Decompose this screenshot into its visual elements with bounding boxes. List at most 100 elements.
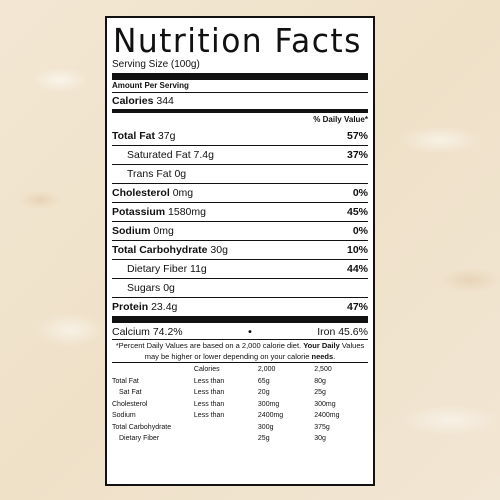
- table-row: Cholesterol Less than 300mg 300mg: [112, 399, 368, 411]
- label-title: Nutrition Facts: [113, 24, 355, 58]
- nutrient-row: Saturated Fat 7.4g 37%: [112, 145, 368, 164]
- iron-value: Iron 45.6%: [317, 325, 368, 339]
- nutrient-row: Cholesterol 0mg 0%: [112, 183, 368, 202]
- table-cell: 25g: [314, 387, 368, 399]
- daily-value-table: Calories 2,000 2,500 Total Fat Less than 65g 8…: [112, 364, 368, 445]
- nutrient-name: Protein 23.4g: [112, 298, 177, 316]
- table-row: Sodium Less than 2400mg 2400mg: [112, 410, 368, 422]
- nutrient-label: Protein: [112, 301, 148, 313]
- calories-label: Calories: [112, 95, 153, 107]
- table-cell: Less than: [194, 399, 258, 411]
- nutrient-name: Potassium 1580mg: [112, 203, 206, 221]
- nutrient-row: Total Fat 37g 57%: [112, 127, 368, 145]
- table-cell: 2400mg: [258, 410, 314, 422]
- daily-value-footnote: *Percent Daily Values are based on a 2,0…: [112, 340, 368, 362]
- nutrient-daily-value: 45%: [347, 203, 368, 221]
- footnote-bold: needs: [311, 352, 333, 361]
- table-row: Dietary Fiber 25g 30g: [112, 433, 368, 445]
- divider-thin: [112, 362, 368, 363]
- nutrient-amount: 11g: [190, 263, 207, 275]
- nutrient-name: Saturated Fat 7.4g: [112, 146, 214, 164]
- nutrient-row: Total Carbohydrate 30g 10%: [112, 240, 368, 259]
- bullet-separator: •: [248, 325, 252, 339]
- nutrient-daily-value: 0%: [353, 184, 368, 202]
- table-cell: Dietary Fiber: [112, 433, 194, 445]
- table-cell: Sodium: [112, 410, 194, 422]
- table-cell: Calories: [194, 364, 258, 376]
- calcium-value: Calcium 74.2%: [112, 325, 183, 339]
- nutrient-row: Sodium 0mg 0%: [112, 221, 368, 240]
- table-cell: Total Fat: [112, 376, 194, 388]
- amount-per-serving: Amount Per Serving: [112, 80, 368, 92]
- table-cell: 300mg: [258, 399, 314, 411]
- nutrient-label: Sugars: [127, 282, 160, 294]
- footnote-bold: Your Daily: [303, 341, 340, 350]
- nutrient-name: Dietary Fiber 11g: [112, 260, 207, 278]
- table-cell: [112, 364, 194, 376]
- nutrient-label: Saturated Fat: [127, 149, 191, 161]
- table-cell: Less than: [194, 410, 258, 422]
- table-cell: 65g: [258, 376, 314, 388]
- nutrient-daily-value: 37%: [347, 146, 368, 164]
- nutrient-daily-value: 10%: [347, 241, 368, 259]
- nutrient-row: Potassium 1580mg 45%: [112, 202, 368, 221]
- table-cell: 375g: [314, 422, 368, 434]
- table-cell: 25g: [258, 433, 314, 445]
- nutrient-name: Cholesterol 0mg: [112, 184, 193, 202]
- nutrient-amount: 7.4g: [194, 149, 214, 161]
- divider-thick: [112, 73, 368, 80]
- table-cell: Less than: [194, 387, 258, 399]
- nutrient-row: Protein 23.4g 47%: [112, 297, 368, 316]
- vitamins-row: Calcium 74.2% • Iron 45.6%: [112, 323, 368, 339]
- nutrient-amount: 1580mg: [168, 206, 206, 218]
- table-cell: Cholesterol: [112, 399, 194, 411]
- serving-size: Serving Size (100g): [112, 59, 368, 71]
- table-cell: 2,000: [258, 364, 314, 376]
- daily-value-header: % Daily Value*: [112, 113, 368, 127]
- table-cell: Total Carbohydrate: [112, 422, 194, 434]
- nutrient-name: Sugars 0g: [112, 279, 175, 297]
- nutrient-amount: 23.4g: [151, 301, 177, 313]
- table-row: Total Carbohydrate 300g 375g: [112, 422, 368, 434]
- table-cell: 30g: [314, 433, 368, 445]
- table-cell: 2400mg: [314, 410, 368, 422]
- table-header-row: Calories 2,000 2,500: [112, 364, 368, 376]
- nutrient-label: Sodium: [112, 225, 151, 237]
- footnote-text: .: [333, 352, 335, 361]
- calories-row: Calories 344: [112, 93, 368, 109]
- table-cell: 300mg: [314, 399, 368, 411]
- nutrient-row: Trans Fat 0g: [112, 164, 368, 183]
- nutrient-daily-value: 0%: [353, 222, 368, 240]
- nutrient-amount: 37g: [158, 130, 176, 142]
- nutrient-amount: 30g: [210, 244, 228, 256]
- nutrient-label: Cholesterol: [112, 187, 170, 199]
- table-cell: 20g: [258, 387, 314, 399]
- table-row: Sat Fat Less than 20g 25g: [112, 387, 368, 399]
- nutrient-daily-value: 47%: [347, 298, 368, 316]
- nutrient-list: Total Fat 37g 57% Saturated Fat 7.4g 37% Tra…: [112, 127, 368, 316]
- nutrient-amount: 0mg: [153, 225, 173, 237]
- nutrient-name: Total Fat 37g: [112, 127, 175, 145]
- table-cell: 80g: [314, 376, 368, 388]
- nutrient-label: Total Carbohydrate: [112, 244, 207, 256]
- nutrition-label: Nutrition Facts Serving Size (100g) Amou…: [105, 16, 375, 486]
- table-cell: [194, 422, 258, 434]
- nutrient-label: Trans Fat: [127, 168, 172, 180]
- nutrient-label: Potassium: [112, 206, 165, 218]
- table-cell: Less than: [194, 376, 258, 388]
- nutrient-label: Dietary Fiber: [127, 263, 187, 275]
- footnote-text: *Percent Daily Values are based on a 2,0…: [116, 341, 303, 350]
- table-cell: [194, 433, 258, 445]
- nutrient-row: Dietary Fiber 11g 44%: [112, 259, 368, 278]
- nutrient-amount: 0g: [174, 168, 186, 180]
- divider-thick: [112, 316, 368, 323]
- nutrient-amount: 0g: [163, 282, 175, 294]
- calories-value: 344: [156, 95, 174, 107]
- table-cell: Sat Fat: [112, 387, 194, 399]
- nutrient-daily-value: 57%: [347, 127, 368, 145]
- nutrient-label: Total Fat: [112, 130, 155, 142]
- nutrient-row: Sugars 0g: [112, 278, 368, 297]
- table-cell: 2,500: [314, 364, 368, 376]
- table-row: Total Fat Less than 65g 80g: [112, 376, 368, 388]
- nutrient-name: Total Carbohydrate 30g: [112, 241, 228, 259]
